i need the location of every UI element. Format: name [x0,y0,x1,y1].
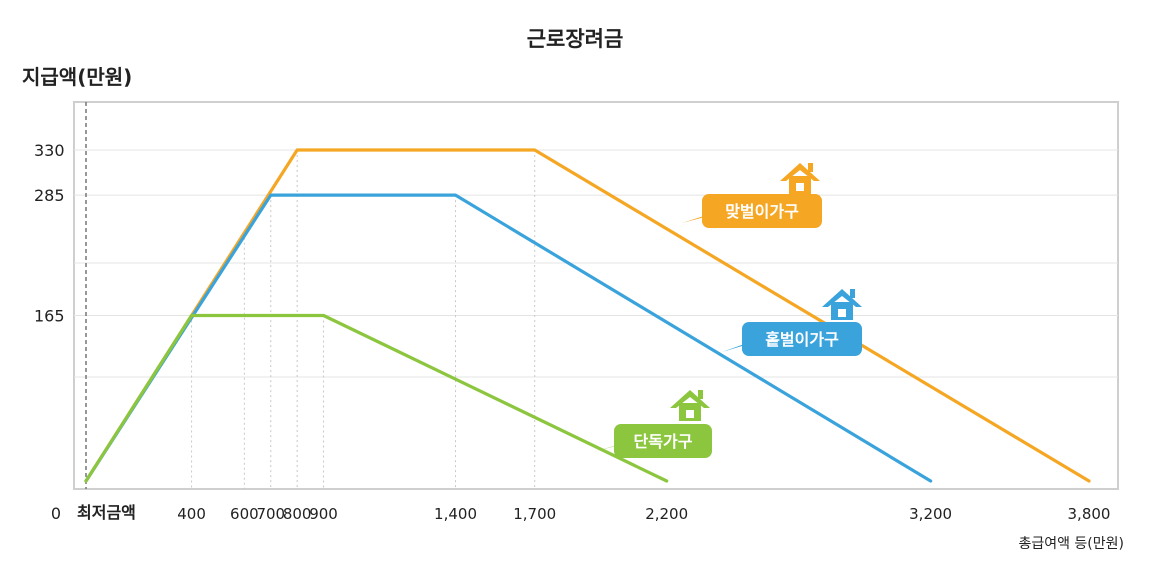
x-tick-label: 1,400 [434,505,477,523]
y-tick-label: 330 [34,141,65,160]
x-tick-label: 1,700 [513,505,556,523]
series-label: 홑벌이가구 [765,330,839,349]
x-tick-label: 최저금액 [77,503,136,522]
series-line [84,313,669,483]
house-icon [686,410,694,418]
y-axis-label: 지급액(만원) [22,65,132,89]
x-tick-label: 800 [283,505,312,523]
series-label-badge [702,194,822,228]
y-tick-label: 285 [34,186,65,205]
x-tick-label: 600 [230,505,259,523]
x-tick-label: 700 [256,505,285,523]
house-icon [698,390,703,399]
x-tick-label: 900 [309,505,338,523]
x-axis-label: 총급여액 등(만원) [1018,536,1124,552]
y-tick-label: 165 [34,307,65,326]
house-icon [850,289,855,298]
plot-frame [73,101,1119,490]
series-label-badge [742,322,862,356]
x-tick-label: 3,200 [909,505,952,523]
house-icon [808,163,813,172]
house-icon [838,309,846,317]
y-tick-label: 0 [51,504,61,523]
x-tick-label: 3,800 [1068,505,1111,523]
x-tick-label: 2,200 [645,505,688,523]
series-label-badge [614,424,712,458]
x-tick-label: 400 [177,505,206,523]
series-label: 단독가구 [634,432,693,451]
house-icon [796,183,804,191]
series-label: 맞벌이가구 [725,202,799,221]
chart-title: 근로장려금 [527,27,624,51]
